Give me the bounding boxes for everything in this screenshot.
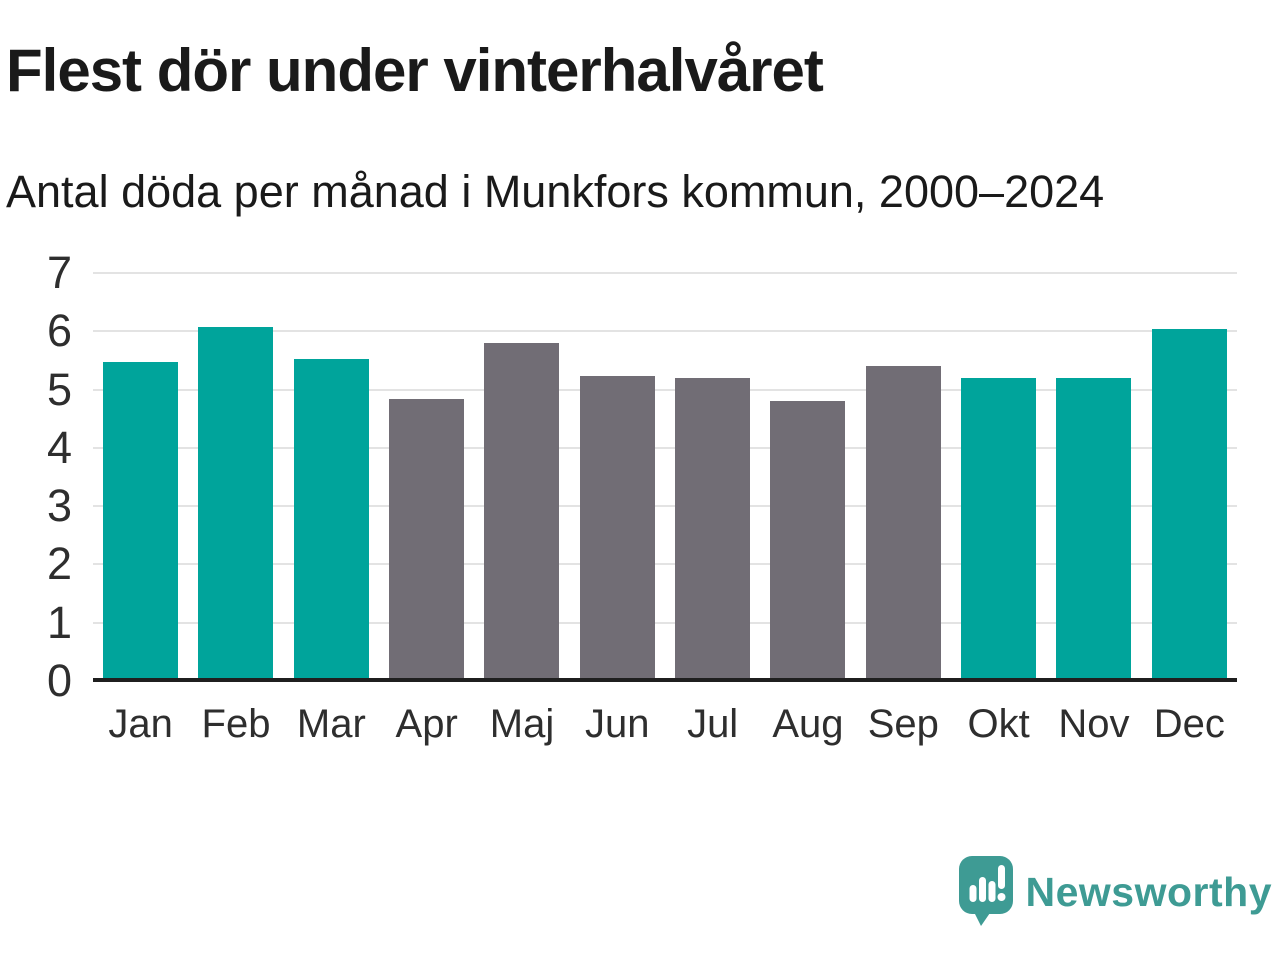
gridline-4 (93, 446, 1237, 449)
y-tick-label-4: 4 (46, 421, 72, 473)
x-axis-line (93, 678, 1237, 682)
x-tick-label-jun: Jun (585, 702, 650, 746)
y-tick-label-5: 5 (46, 363, 72, 415)
bar-slot-dec (1142, 273, 1237, 681)
bar-jan (103, 361, 179, 681)
newsworthy-logo-text: Newsworthy (1025, 868, 1272, 915)
bar-slot-apr (379, 273, 474, 681)
x-tick-label-mar: Mar (296, 702, 366, 746)
bar-slot-okt (951, 273, 1046, 681)
y-tick-label-3: 3 (46, 480, 72, 532)
bar-slot-nov (1046, 273, 1141, 681)
x-tick-label-jul: Jul (687, 702, 739, 746)
gridline-2 (93, 563, 1237, 566)
bar-sep (865, 366, 941, 681)
x-tick-label-nov: Nov (1058, 702, 1130, 746)
bar-mar (293, 359, 369, 681)
bar-slot-jun (570, 273, 665, 681)
bar-jun (579, 375, 655, 681)
bar-slot-feb (188, 273, 283, 681)
x-tick-label-maj: Maj (489, 702, 555, 746)
bar-slot-maj (474, 273, 569, 681)
x-tick-label-jan: Jan (108, 702, 173, 746)
y-tick-label-2: 2 (46, 538, 72, 590)
gridline-6 (93, 330, 1237, 333)
bar-slot-jul (665, 273, 760, 681)
y-tick-label-7: 7 (46, 246, 72, 298)
gridline-1 (93, 621, 1237, 624)
bar-slot-mar (284, 273, 379, 681)
bar-slot-aug (760, 273, 855, 681)
bar-dec (1151, 328, 1227, 681)
x-tick-label-dec: Dec (1153, 702, 1225, 746)
bar-aug (770, 401, 846, 681)
newsworthy-logo-icon (958, 856, 1013, 926)
x-tick-label-aug: Aug (772, 702, 844, 746)
bar-feb (198, 326, 274, 681)
x-tick-label-apr: Apr (395, 702, 458, 746)
x-tick-label-sep: Sep (867, 702, 939, 746)
bar-slot-jan (93, 273, 188, 681)
y-tick-label-0: 0 (46, 655, 72, 706)
bar-series (93, 273, 1237, 681)
gridline-7 (93, 271, 1237, 274)
bar-nov (1056, 377, 1132, 681)
gridline-5 (93, 388, 1237, 391)
y-tick-label-1: 1 (46, 596, 72, 648)
bar-jul (675, 377, 751, 681)
gridline-3 (93, 505, 1237, 508)
bar-apr (389, 398, 465, 681)
bar-okt (961, 377, 1037, 681)
chart-title: Flest dör under vinterhalvåret (6, 37, 824, 104)
chart-subtitle: Antal döda per månad i Munkfors kommun, … (6, 166, 1105, 217)
newsworthy-logo: Newsworthy (958, 856, 1273, 928)
x-tick-label-feb: Feb (201, 702, 271, 746)
bar-slot-sep (856, 273, 951, 681)
y-tick-label-6: 6 (46, 305, 72, 357)
x-tick-label-okt: Okt (967, 702, 1030, 746)
bar-maj (484, 342, 560, 681)
x-axis-labels: Jan Feb Mar Apr Maj Jun Jul Aug Sep Okt Nov Dec (93, 700, 1237, 748)
